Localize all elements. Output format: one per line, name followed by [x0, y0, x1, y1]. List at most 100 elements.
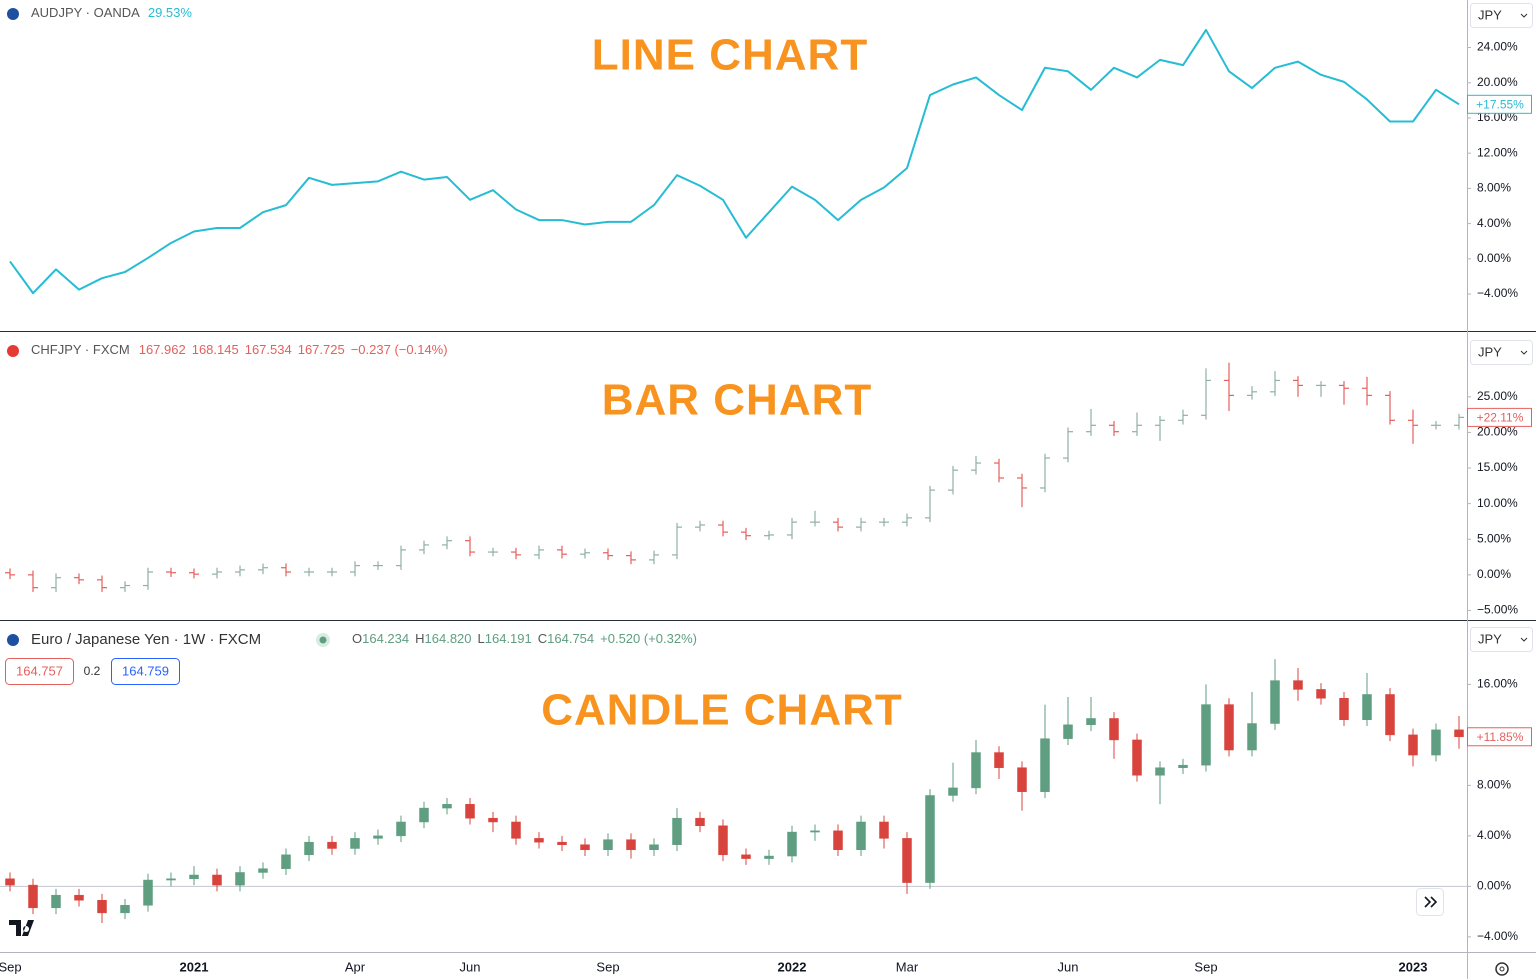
quote-key: H	[415, 631, 424, 646]
candle-body	[120, 905, 130, 914]
y-tick-label: 20.00%	[1477, 75, 1518, 89]
chart-title: BAR CHART	[602, 376, 873, 425]
x-tick-label: 2021	[180, 959, 209, 974]
spread: 0.2	[84, 664, 101, 678]
last-price-tag	[1467, 727, 1532, 747]
candle-body	[879, 821, 889, 839]
y-tick-label: 0.00%	[1477, 251, 1511, 265]
candle-body	[1224, 704, 1234, 751]
candle-body	[557, 841, 567, 845]
candle-body	[419, 807, 429, 823]
y-tick-label: 16.00%	[1477, 677, 1518, 691]
buy-button[interactable]	[111, 658, 180, 685]
symbol: Euro / Japanese Yen · 1W · FXCM	[31, 631, 261, 648]
quote: 167.725	[298, 342, 345, 357]
last-price-label: +11.85%	[1477, 730, 1524, 744]
candle-body	[1454, 729, 1464, 738]
candle-body	[1385, 694, 1395, 736]
candle-body	[902, 838, 912, 883]
candle-body	[28, 884, 38, 909]
candle-body	[1155, 767, 1165, 776]
candle-body	[373, 835, 383, 839]
x-tick-label: Jun	[1058, 959, 1079, 974]
candle-body	[1017, 767, 1027, 792]
currency-selector[interactable]	[1470, 3, 1533, 28]
candle-body	[672, 817, 682, 845]
candle-body	[51, 894, 61, 909]
candle-body	[327, 841, 337, 849]
ohlc-legend: O164.234 H164.820 L164.191 C164.754 +0.520 (…	[352, 631, 697, 646]
legend: Euro / Japanese Yen · 1W · FXCM	[31, 631, 261, 648]
market-status-dot	[319, 636, 327, 644]
candle-body	[258, 868, 268, 873]
quote-value: 164.191	[485, 631, 532, 646]
chevrons	[1424, 896, 1438, 908]
change: 29.53%	[148, 5, 193, 20]
candle-body	[925, 795, 935, 883]
price-line	[9, 28, 1460, 295]
y-tick-label: −4.00%	[1477, 286, 1518, 300]
logo[interactable]	[9, 920, 34, 936]
y-tick-label: 15.00%	[1477, 460, 1518, 474]
quote: 167.962	[139, 342, 186, 357]
candle-body	[281, 854, 291, 869]
y-tick-label: 25.00%	[1477, 389, 1518, 403]
candle-body	[1109, 718, 1119, 741]
candle-body	[465, 804, 475, 819]
y-tick-label: −4.00%	[1477, 929, 1518, 943]
candle-body	[488, 817, 498, 823]
candle-body	[787, 831, 797, 857]
candle-body	[718, 825, 728, 856]
y-tick-label: 5.00%	[1477, 531, 1511, 545]
last-price-tag	[1467, 407, 1532, 427]
candle-body	[511, 821, 521, 839]
candle-body	[534, 838, 544, 843]
candle-body	[212, 874, 222, 886]
candle-body	[1270, 680, 1280, 724]
y-tick-label: 24.00%	[1477, 40, 1518, 54]
candle-body	[741, 854, 751, 859]
quote: −0.237 (−0.14%)	[351, 342, 448, 357]
last-price-label: +22.11%	[1477, 411, 1524, 425]
symbol: AUDJPY · OANDA	[31, 5, 140, 20]
currency: JPY	[1478, 344, 1502, 359]
x-tick-label: Sep	[1194, 959, 1217, 974]
currency-selector[interactable]	[1470, 627, 1533, 652]
x-tick-label: Apr	[345, 959, 366, 974]
settings-button[interactable]	[1495, 962, 1509, 976]
candle-body	[649, 844, 659, 850]
y-tick-label: 4.00%	[1477, 216, 1511, 230]
chevron	[1520, 637, 1528, 642]
candle-body	[1063, 724, 1073, 739]
candle-body	[603, 839, 613, 850]
symbol-icon	[7, 345, 19, 357]
symbol: CHFJPY · FXCM	[31, 342, 130, 357]
plot-area: Sep 2021 Apr Jun Sep 2022 Mar Jun Sep 2023 24.00% 2…	[0, 28, 1532, 974]
candle-body	[350, 838, 360, 849]
quote-key: L	[478, 631, 485, 646]
currency-selector[interactable]	[1470, 340, 1533, 365]
candle-body	[971, 752, 981, 789]
candle-body	[97, 899, 107, 914]
legend: CHFJPY · FXCM 167.962 168.145 167.534 167.72…	[31, 342, 448, 357]
x-tick-label: 2022	[778, 959, 807, 974]
candle-body	[1086, 718, 1096, 726]
candle-body	[304, 841, 314, 856]
candle-body	[1247, 723, 1257, 751]
candle-body	[626, 839, 636, 850]
candle-body	[1316, 689, 1326, 699]
candle-body	[5, 878, 15, 886]
candle-body	[1178, 764, 1188, 768]
quote-value: 164.234	[362, 631, 409, 646]
candle-body	[1293, 680, 1303, 690]
candle-body	[833, 830, 843, 850]
sell-button[interactable]	[5, 658, 74, 685]
candle-body	[764, 855, 774, 859]
candle-body	[1431, 729, 1441, 756]
legend: AUDJPY · OANDA 29.53%	[31, 5, 192, 20]
y-tick-label: 0.00%	[1477, 879, 1511, 893]
candle-body	[948, 787, 958, 796]
y-tick-label: 20.00%	[1477, 425, 1518, 439]
